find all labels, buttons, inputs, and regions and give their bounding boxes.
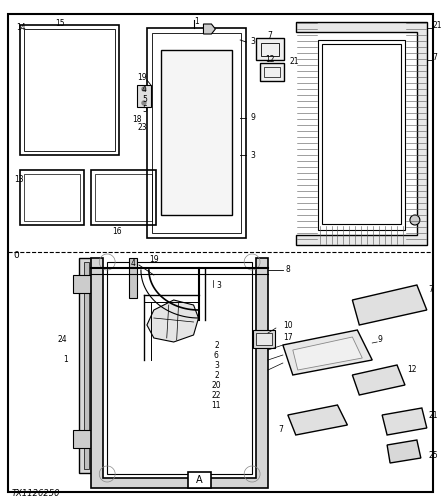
Polygon shape xyxy=(382,408,427,435)
Text: A: A xyxy=(196,475,203,485)
Bar xyxy=(264,67,280,77)
Bar xyxy=(317,40,405,230)
Text: 12: 12 xyxy=(407,366,416,374)
Text: 19: 19 xyxy=(149,256,159,264)
Text: 0: 0 xyxy=(13,250,19,260)
Circle shape xyxy=(410,215,420,225)
Text: 21: 21 xyxy=(433,22,442,30)
Polygon shape xyxy=(288,405,347,435)
Text: 18: 18 xyxy=(132,116,142,124)
Bar xyxy=(129,258,137,298)
Circle shape xyxy=(142,101,146,105)
Bar xyxy=(261,43,279,56)
Text: 9: 9 xyxy=(377,336,382,344)
Text: 3: 3 xyxy=(250,150,255,160)
Text: 23: 23 xyxy=(137,124,147,132)
Text: 15: 15 xyxy=(55,18,64,28)
Text: 14: 14 xyxy=(16,24,25,32)
Text: 1: 1 xyxy=(63,356,67,364)
Text: 3: 3 xyxy=(216,280,221,289)
Text: 6: 6 xyxy=(214,350,219,360)
Bar xyxy=(321,44,401,224)
Bar xyxy=(79,258,91,473)
Text: 5: 5 xyxy=(142,106,147,114)
Text: 5: 5 xyxy=(142,96,147,104)
Polygon shape xyxy=(203,24,215,34)
Text: 13: 13 xyxy=(14,176,24,184)
Polygon shape xyxy=(147,300,198,342)
Text: TX1126250: TX1126250 xyxy=(12,490,60,498)
Bar xyxy=(147,28,246,238)
Text: 21: 21 xyxy=(290,58,299,66)
Bar xyxy=(20,170,84,225)
Text: 3: 3 xyxy=(250,38,255,46)
Text: 2: 2 xyxy=(214,370,219,380)
Text: 16: 16 xyxy=(112,228,122,236)
Text: 7: 7 xyxy=(429,286,434,294)
Text: 7: 7 xyxy=(433,54,438,62)
Bar xyxy=(73,430,93,448)
Bar xyxy=(152,33,241,233)
Text: 10: 10 xyxy=(283,320,293,330)
Bar xyxy=(161,50,232,215)
Circle shape xyxy=(142,87,146,91)
Polygon shape xyxy=(293,337,362,370)
Text: 24: 24 xyxy=(58,336,67,344)
Text: 12: 12 xyxy=(265,56,275,64)
Text: 20: 20 xyxy=(212,380,221,390)
Bar xyxy=(91,170,156,225)
Polygon shape xyxy=(296,22,427,245)
Text: 7: 7 xyxy=(278,426,283,434)
FancyBboxPatch shape xyxy=(188,472,211,488)
Polygon shape xyxy=(353,285,427,325)
Bar xyxy=(253,330,275,348)
Bar xyxy=(84,262,89,469)
Polygon shape xyxy=(387,440,421,463)
Text: 2: 2 xyxy=(214,340,219,349)
Text: 7: 7 xyxy=(268,30,273,40)
Text: 19: 19 xyxy=(137,74,147,82)
Bar xyxy=(260,63,284,81)
Bar xyxy=(256,333,272,345)
Bar xyxy=(20,25,119,155)
Text: 3: 3 xyxy=(214,360,219,370)
Bar xyxy=(137,85,151,107)
Text: 22: 22 xyxy=(212,390,221,400)
Text: 9: 9 xyxy=(250,114,255,122)
Bar xyxy=(24,29,115,151)
Bar xyxy=(24,174,80,221)
Text: 21: 21 xyxy=(429,410,438,420)
Text: 17: 17 xyxy=(283,334,293,342)
Text: 4: 4 xyxy=(131,260,136,268)
Bar xyxy=(256,38,284,60)
Bar xyxy=(107,262,252,474)
Text: 1: 1 xyxy=(194,18,199,26)
Text: 11: 11 xyxy=(212,400,221,409)
Text: 25: 25 xyxy=(429,450,438,460)
Polygon shape xyxy=(283,330,372,375)
Text: 8: 8 xyxy=(286,266,291,274)
Polygon shape xyxy=(353,365,405,395)
Bar xyxy=(73,275,93,293)
Polygon shape xyxy=(91,258,268,488)
Text: 4: 4 xyxy=(142,86,147,94)
Bar xyxy=(95,174,152,221)
